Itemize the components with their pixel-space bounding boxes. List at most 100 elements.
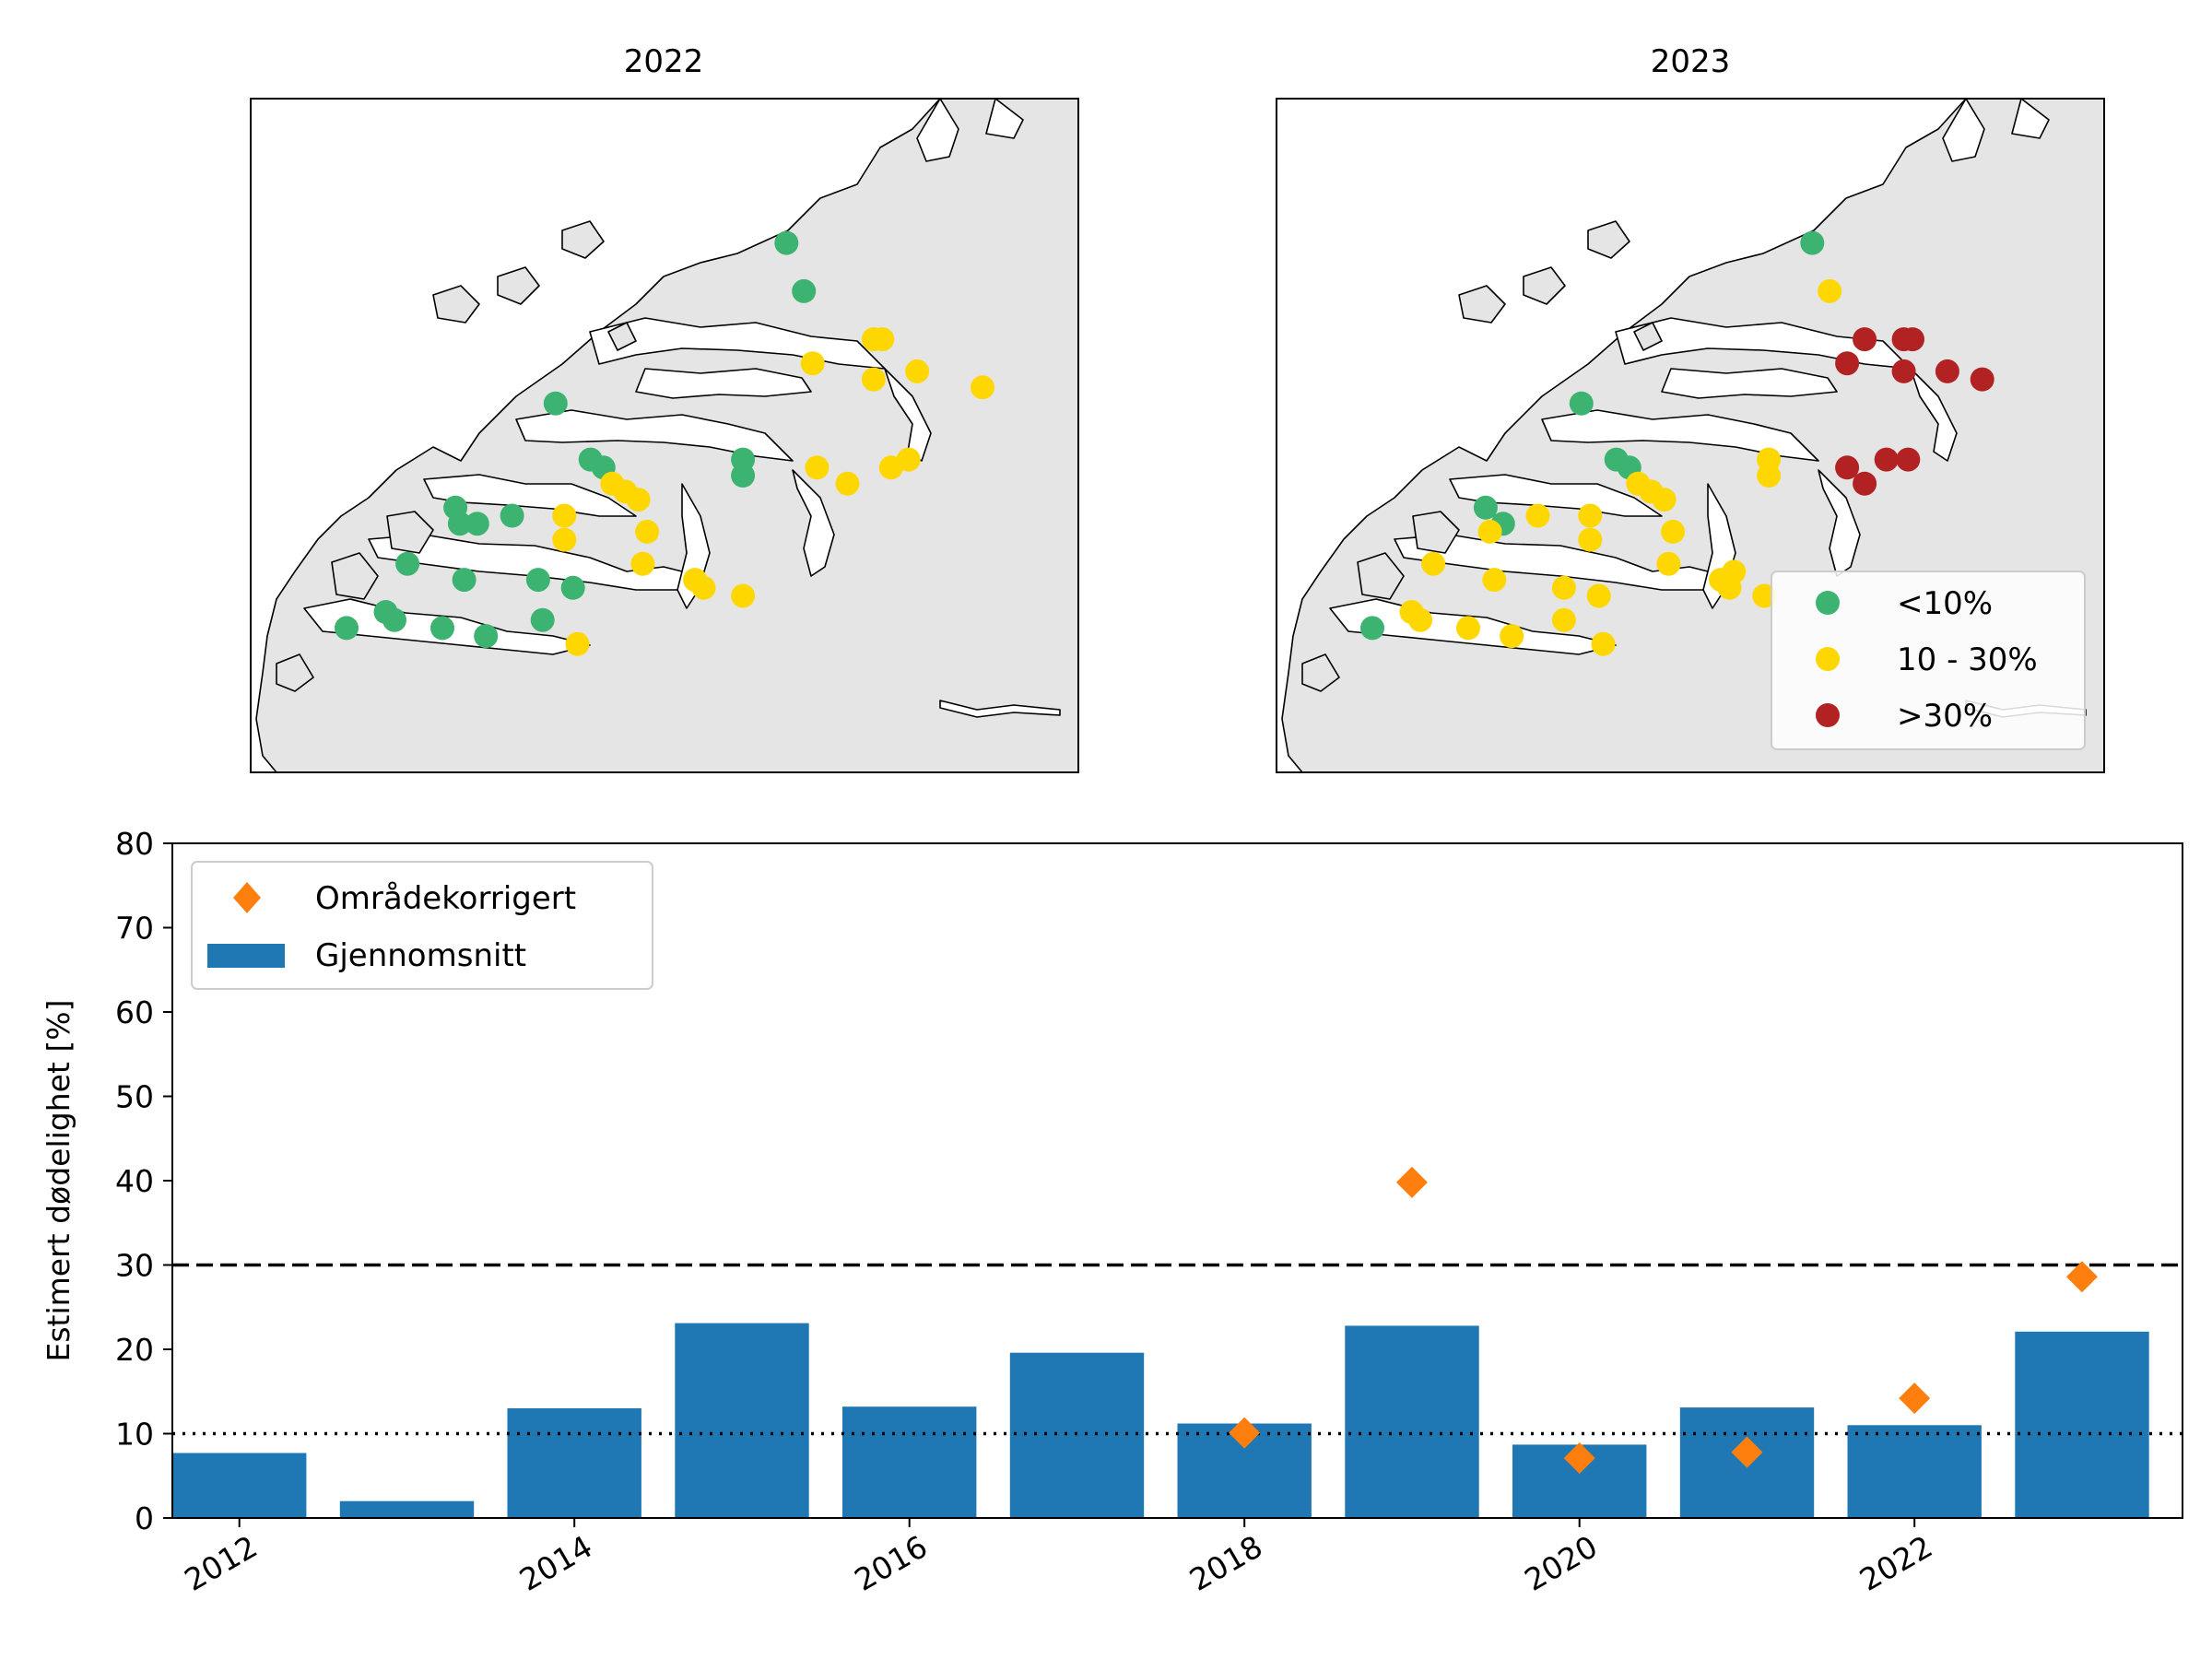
site-marker-low (1360, 616, 1384, 641)
site-marker-mid (1551, 575, 1576, 600)
map-panel-2022 (250, 98, 1079, 773)
legend-swatch-gjennomsnitt (207, 944, 285, 968)
site-marker-mid (1525, 503, 1550, 528)
site-marker-mid (1656, 551, 1681, 576)
site-markers-2023 (1360, 230, 1994, 656)
site-marker-low (1569, 391, 1594, 416)
site-marker-mid (835, 471, 860, 496)
site-marker-low (335, 616, 359, 641)
site-marker-mid (635, 519, 660, 544)
site-marker-mid (565, 631, 590, 656)
bar-2013 (339, 1500, 475, 1518)
x-tick-label: 2014 (513, 1528, 598, 1598)
y-axis-label: Estimert dødelighet [%] (41, 999, 76, 1361)
y-tick-label: 50 (115, 1079, 154, 1115)
site-marker-low (1800, 230, 1825, 255)
site-marker-mid (1591, 631, 1616, 656)
site-marker-high (1874, 447, 1899, 472)
map-title-2022: 2022 (624, 43, 704, 80)
y-tick-label: 30 (115, 1248, 154, 1284)
site-marker-low (447, 512, 472, 536)
legend-marker-high (1816, 703, 1840, 727)
site-marker-mid (861, 367, 886, 392)
site-marker-low (395, 551, 420, 576)
site-marker-low (525, 568, 550, 593)
markers-omradekorrigert (1229, 1166, 2098, 1475)
site-marker-mid (1456, 616, 1480, 641)
site-marker-low (774, 230, 799, 255)
map-title-2023: 2023 (1651, 43, 1731, 80)
x-tick-label: 2020 (1518, 1528, 1603, 1598)
site-marker-low (530, 607, 555, 632)
site-marker-mid (1482, 568, 1507, 593)
site-marker-high (1970, 367, 1994, 392)
bar-2012 (172, 1453, 307, 1518)
site-marker-mid (731, 583, 756, 608)
bars-gjennomsnitt (172, 1323, 2149, 1518)
marker-2022 (1899, 1382, 1931, 1415)
site-marker-mid (1578, 503, 1603, 528)
site-marker-high (1853, 327, 1877, 352)
site-marker-mid (1421, 551, 1446, 576)
x-tick-label: 2022 (1853, 1528, 1938, 1598)
site-marker-low (474, 624, 499, 649)
site-marker-mid (691, 575, 716, 600)
site-marker-high (1896, 447, 1921, 472)
site-marker-mid (1652, 488, 1677, 512)
y-tick-label: 70 (115, 911, 154, 947)
site-marker-mid (800, 351, 825, 376)
site-marker-low (382, 607, 406, 632)
site-marker-high (1900, 327, 1924, 352)
site-marker-mid (1477, 519, 1502, 544)
site-marker-mid (971, 375, 994, 400)
y-tick-label: 80 (115, 826, 154, 862)
site-marker-mid (552, 503, 577, 528)
marker-2018 (1229, 1417, 1261, 1449)
site-marker-low (792, 278, 817, 303)
site-marker-mid (1752, 583, 1777, 608)
legend-label-omradekorrigert: Områdekorrigert (315, 880, 576, 917)
map-panel-2023: <10% 10 - 30% >30% (1276, 98, 2105, 773)
site-marker-high (1891, 359, 1916, 383)
x-axis-ticks: 2012 2014 2016 2018 2020 2022 (178, 1518, 1938, 1598)
site-marker-high (1835, 351, 1860, 376)
site-marker-mid (630, 551, 655, 576)
y-tick-label: 0 (135, 1500, 154, 1536)
legend-label-high: >30% (1897, 698, 1993, 735)
site-marker-mid (552, 527, 577, 552)
map-frame-2022 (250, 98, 1079, 773)
legend-marker-omradekorrigert (233, 882, 261, 913)
site-marker-mid (1408, 607, 1432, 632)
marker-2021 (1731, 1436, 1763, 1468)
y-tick-label: 10 (115, 1417, 154, 1453)
site-marker-mid (905, 359, 930, 383)
x-tick-label: 2018 (1183, 1528, 1268, 1598)
site-marker-mid (1551, 607, 1576, 632)
map-legend: <10% 10 - 30% >30% (1771, 571, 2086, 750)
site-marker-mid (1661, 519, 1686, 544)
site-marker-low (731, 464, 756, 488)
chart-legend: Områdekorrigert Gjennomsnitt (191, 861, 653, 990)
bar-2019 (1345, 1325, 1479, 1518)
legend-label-gjennomsnitt: Gjennomsnitt (315, 937, 526, 974)
marker-2023 (2065, 1261, 2098, 1293)
y-axis-ticks: 0 10 20 30 40 50 60 70 80 (115, 826, 172, 1536)
y-tick-label: 40 (115, 1163, 154, 1199)
legend-label-low: <10% (1897, 585, 1993, 622)
site-marker-low (430, 616, 454, 641)
legend-marker-low (1816, 591, 1840, 615)
y-tick-label: 20 (115, 1332, 154, 1368)
site-marker-low (543, 391, 568, 416)
x-tick-label: 2012 (178, 1528, 263, 1598)
bar-2022 (1847, 1425, 1982, 1518)
bar-2016 (842, 1406, 977, 1518)
bar-2017 (1009, 1352, 1145, 1518)
x-tick-label: 2016 (848, 1528, 933, 1598)
site-marker-high (1853, 471, 1877, 496)
site-marker-mid (1757, 464, 1782, 488)
site-marker-low (452, 568, 477, 593)
site-marker-low (465, 512, 489, 536)
site-markers-2022 (335, 230, 994, 656)
